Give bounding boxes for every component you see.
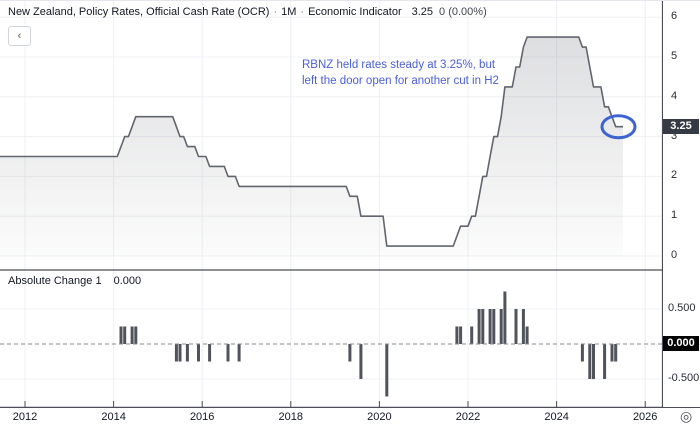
change-bar: [614, 344, 618, 362]
price-axis-label: 4: [671, 89, 678, 102]
change-bar: [130, 326, 134, 344]
realtime-target-icon[interactable]: ◎: [680, 408, 693, 424]
last-price-badge: 3.25: [663, 119, 699, 134]
change-bar: [455, 326, 459, 344]
change-axis-label: -0.500: [668, 372, 700, 384]
time-axis-label: 2020: [367, 411, 392, 423]
annotation-line-2: left the door open for another cut in H2: [302, 74, 499, 87]
time-axis-label: 2018: [278, 411, 304, 423]
change-bar: [610, 344, 614, 362]
indicator-value: 0.000: [113, 275, 142, 287]
change-bar: [226, 344, 230, 362]
change-bar: [592, 344, 595, 379]
change-axis-label: 0.500: [668, 302, 696, 314]
change-bar: [492, 309, 496, 344]
change-bar: [237, 344, 241, 362]
change-bar: [603, 344, 607, 379]
annotation-line-1: RBNZ held rates steady at 3.25%, but: [302, 59, 496, 71]
change-bar: [134, 326, 138, 344]
interval-label[interactable]: 1M: [281, 6, 297, 18]
change-bar: [348, 344, 352, 362]
time-axis-label: 2014: [101, 411, 126, 423]
ocr-line-series: [0, 36, 623, 247]
change-bar: [521, 309, 525, 344]
change-bar: [499, 309, 503, 344]
chevron-left-icon: ‹: [17, 29, 22, 42]
change-bar: [197, 344, 200, 362]
price-axis-label: 5: [671, 50, 678, 62]
price-axis-label: 3: [671, 129, 678, 142]
back-button[interactable]: ‹: [8, 26, 31, 46]
change-bar: [481, 309, 485, 344]
separator-dot: ·: [273, 6, 278, 18]
indicator-value-badge: 0.000: [663, 336, 699, 351]
change-bar: [477, 309, 481, 344]
separator-dot: ·: [300, 6, 305, 18]
instrument-type-label: Economic Indicator: [308, 6, 402, 18]
symbol-header: New Zealand, Policy Rates, Official Cash…: [8, 6, 487, 18]
time-axis-label: 2026: [632, 411, 658, 423]
change-bar: [174, 344, 178, 362]
change-bar: [208, 344, 212, 362]
time-axis-label: 2022: [455, 411, 481, 423]
change-bar: [119, 326, 123, 344]
time-axis-label: 2012: [12, 411, 38, 423]
indicator-header: Absolute Change 1 0.000: [8, 275, 141, 287]
price-axis-label: 0: [671, 249, 678, 261]
change-bar: [123, 326, 127, 344]
change-bar: [503, 291, 507, 344]
change-bar: [385, 344, 389, 397]
price-change-value: 0 (0.00%): [439, 6, 487, 18]
change-bar: [185, 344, 189, 362]
time-axis-label: 2024: [544, 411, 569, 423]
time-axis-label: 2016: [189, 411, 215, 423]
change-bar: [488, 309, 492, 344]
indicator-title[interactable]: Absolute Change 1: [8, 275, 102, 287]
change-bar: [525, 326, 529, 344]
change-bar: [470, 326, 474, 344]
price-axis-label: 1: [671, 209, 678, 222]
last-price-value: 3.25: [411, 6, 434, 18]
price-axis-label: 2: [671, 169, 678, 182]
change-bar: [514, 309, 518, 344]
change-bar: [178, 344, 182, 362]
change-bar: [459, 326, 463, 344]
ocr-area-fill: [0, 37, 623, 256]
highlight-ellipse[interactable]: [600, 114, 637, 140]
price-axis-label: 6: [671, 10, 678, 23]
change-bar: [580, 344, 584, 362]
text-annotation[interactable]: RBNZ held rates steady at 3.25%, but lef…: [302, 58, 499, 89]
time-axis[interactable]: 2012 2014 2016 2018 2020 2022 2024 2026: [0, 408, 700, 431]
change-bar: [359, 344, 363, 379]
symbol-title[interactable]: New Zealand, Policy Rates, Official Cash…: [8, 6, 270, 18]
change-bar: [588, 344, 592, 379]
